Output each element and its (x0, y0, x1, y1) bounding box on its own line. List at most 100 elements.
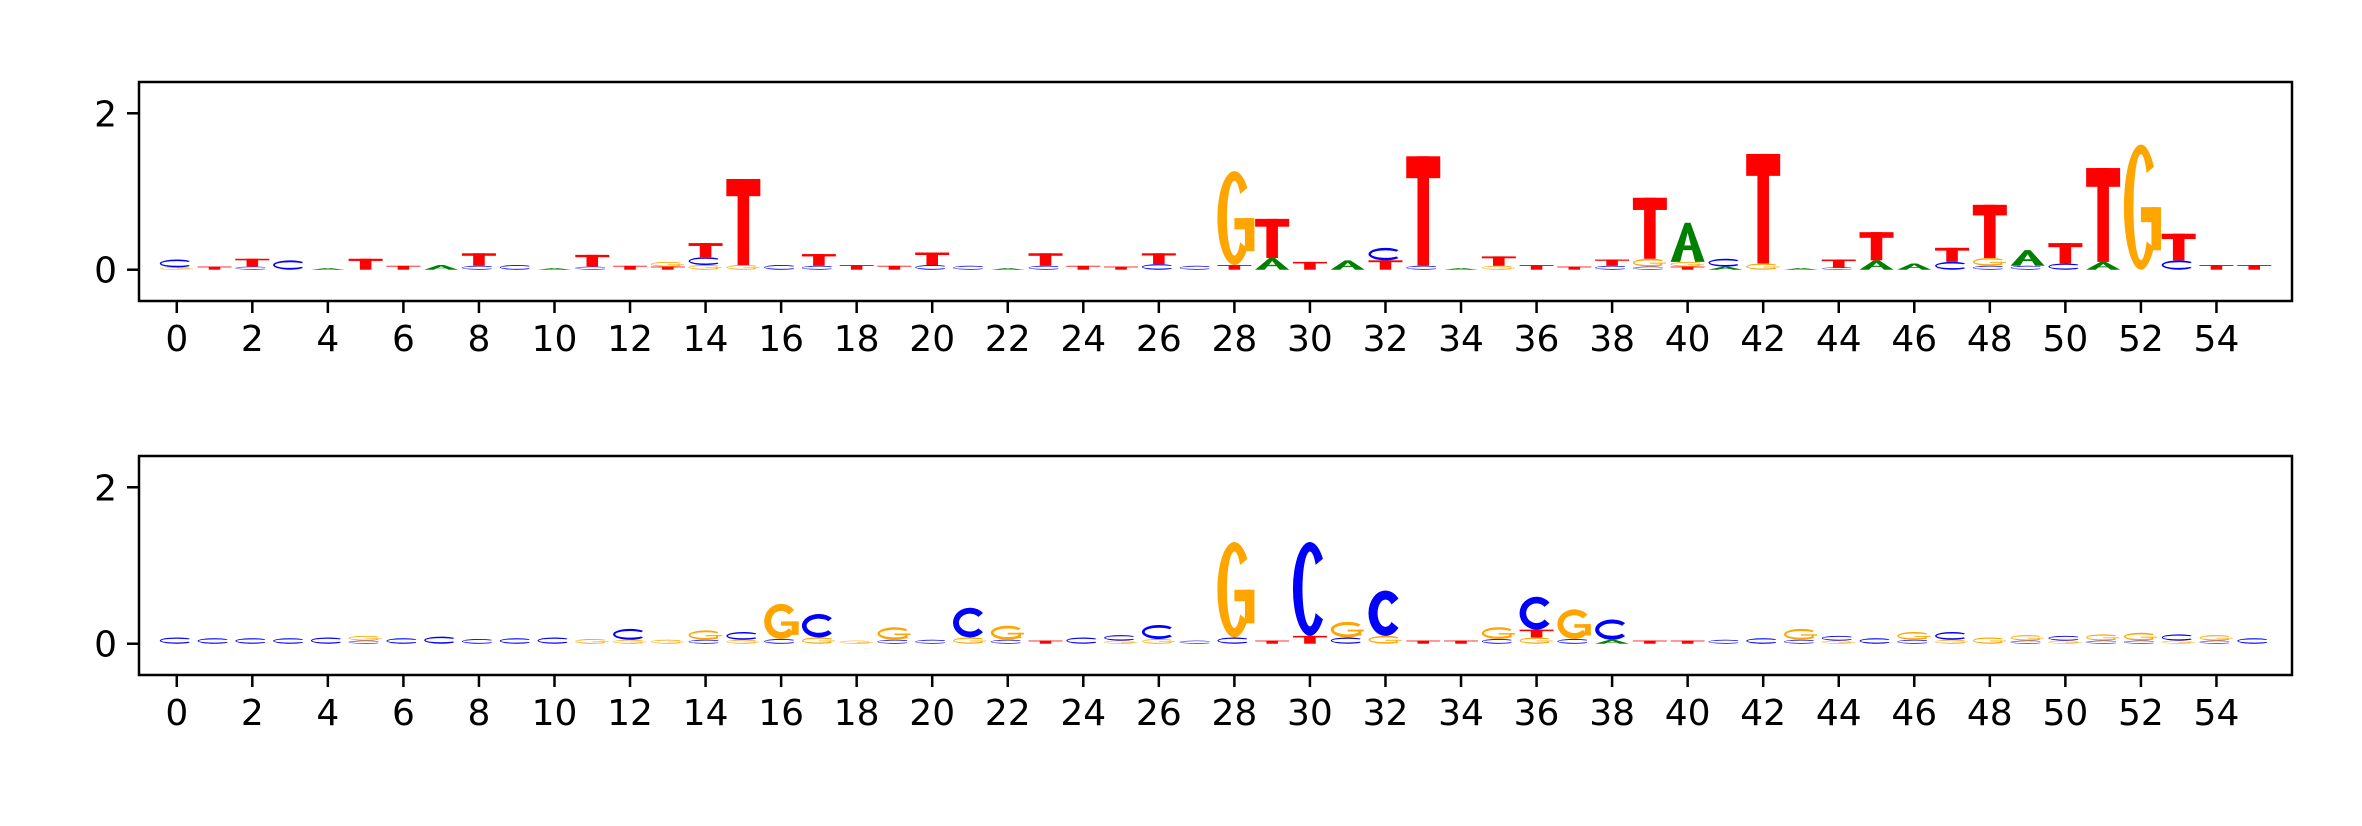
y-axis: 02 (94, 468, 139, 666)
logo-letter-T (575, 254, 610, 267)
logo-letter-C (424, 636, 455, 644)
logo-letter-G (1104, 640, 1138, 644)
logo-letter-C (2237, 638, 2268, 644)
x-tick-label: 10 (532, 693, 578, 734)
logo-letter-G (1897, 631, 1931, 640)
x-tick-label: 42 (1740, 319, 1786, 360)
logo-position-54 (2199, 265, 2234, 270)
logo-position-49 (2010, 635, 2044, 644)
logo-letter-C (952, 607, 983, 638)
logo-letter-C (386, 638, 417, 644)
x-tick-label: 26 (1136, 693, 1182, 734)
logo-position-51 (2086, 634, 2120, 644)
logo-position-8 (461, 639, 492, 644)
logo-letter-C (1557, 639, 1588, 644)
logo-panel-top: 0 2 4 6 8 10 12 14 16 18 20 22 24 26 28 30 32 34 36 38 40 42 4… (94, 80, 2294, 360)
logo-letter-C (1935, 261, 1966, 270)
logo-letter-C (2010, 265, 2041, 270)
logo-position-39 (1632, 640, 1667, 644)
x-axis: 0 2 4 6 8 10 12 14 16 18 20 22 24 26 28 30 32 34 36 38 40 42 4… (165, 675, 2239, 734)
logo-letter-C (952, 265, 983, 270)
logo-position-21 (952, 607, 987, 644)
logo-letter-C (1783, 639, 1814, 644)
logo-letter-G (1632, 258, 1667, 267)
logo-position-37 (1557, 609, 1591, 644)
x-tick-label: 24 (1060, 319, 1106, 360)
logo-position-17 (801, 254, 836, 270)
logo-letter-T (1217, 265, 1252, 270)
logo-letter-C (1935, 631, 1966, 640)
logo-position-31 (1330, 621, 1364, 644)
logo-letter-G (159, 267, 193, 270)
x-tick-label: 14 (683, 693, 729, 734)
logo-letter-C (1028, 265, 1059, 270)
x-tick-label: 28 (1211, 693, 1257, 734)
logo-letter-G (1935, 639, 1969, 644)
logo-letter-C (1972, 265, 2003, 270)
logo-letter-G (650, 639, 684, 644)
x-tick-label: 50 (2042, 319, 2088, 360)
logo-position-34 (1444, 268, 1479, 270)
x-tick-label: 0 (165, 319, 188, 360)
logo-letter-G (1330, 621, 1364, 638)
logo-letter-C (801, 613, 832, 638)
logo-position-50 (2048, 243, 2083, 270)
logo-letter-C (2161, 634, 2192, 641)
logo-position-2 (235, 258, 270, 270)
logo-position-37 (1557, 266, 1592, 270)
logo-letter-C (235, 266, 266, 270)
logo-letter-C (2048, 263, 2079, 270)
x-tick-label: 40 (1665, 693, 1711, 734)
logo-letter-C (1292, 542, 1323, 636)
logo-letter-G (1368, 635, 1402, 644)
x-tick-label: 44 (1816, 319, 1862, 360)
logo-position-18 (839, 640, 873, 644)
logo-position-27 (1179, 265, 1210, 270)
y-tick-label: 2 (94, 94, 117, 135)
logo-position-16 (764, 603, 799, 644)
logo-position-11 (575, 254, 610, 270)
logo-letter-A (1330, 260, 1365, 270)
logo-position-30 (1292, 261, 1327, 270)
x-tick-label: 54 (2194, 693, 2240, 734)
logo-position-25 (1104, 635, 1138, 644)
logo-letter-C (1595, 265, 1626, 270)
x-tick-label: 12 (607, 319, 653, 360)
logo-letter-A (1708, 266, 1743, 270)
logo-position-52 (2123, 632, 2158, 644)
logo-position-36 (1519, 596, 1554, 644)
x-tick-label: 34 (1438, 693, 1484, 734)
logo-letter-G (575, 639, 609, 644)
logo-letter-C (1104, 635, 1135, 641)
x-tick-label: 32 (1363, 693, 1409, 734)
logo-position-55 (2237, 638, 2268, 644)
logo-position-43 (1783, 268, 1818, 270)
logo-letter-C (575, 266, 606, 270)
x-tick-label: 12 (607, 693, 653, 734)
logo-letter-C (915, 639, 946, 644)
logo-position-5 (348, 635, 382, 644)
logo-position-47 (1935, 247, 1970, 270)
logo-letter-G (1557, 609, 1591, 640)
y-tick-label: 2 (94, 468, 117, 509)
x-tick-label: 4 (316, 693, 339, 734)
logo-position-42 (1746, 638, 1777, 644)
logo-position-41 (1708, 639, 1739, 644)
x-tick-label: 20 (909, 319, 955, 360)
logo-letter-A (1859, 260, 1894, 270)
logo-position-7 (424, 636, 455, 644)
x-tick-label: 8 (467, 693, 490, 734)
logo-letter-T (688, 243, 723, 258)
logo-letter-T (1255, 218, 1290, 258)
logo-position-29 (1255, 640, 1290, 644)
logo-position-33 (1406, 156, 1441, 270)
logo-letter-T (2048, 243, 2083, 264)
logo-letter-G (2086, 634, 2120, 641)
logo-letter-C (159, 259, 190, 268)
logo-letter-T (1028, 640, 1063, 644)
logo-letter-C (2048, 635, 2079, 641)
logo-letter-G (1217, 542, 1255, 638)
logo-position-38 (1595, 259, 1630, 270)
logo-position-19 (877, 265, 912, 270)
logo-position-43 (1783, 628, 1818, 644)
